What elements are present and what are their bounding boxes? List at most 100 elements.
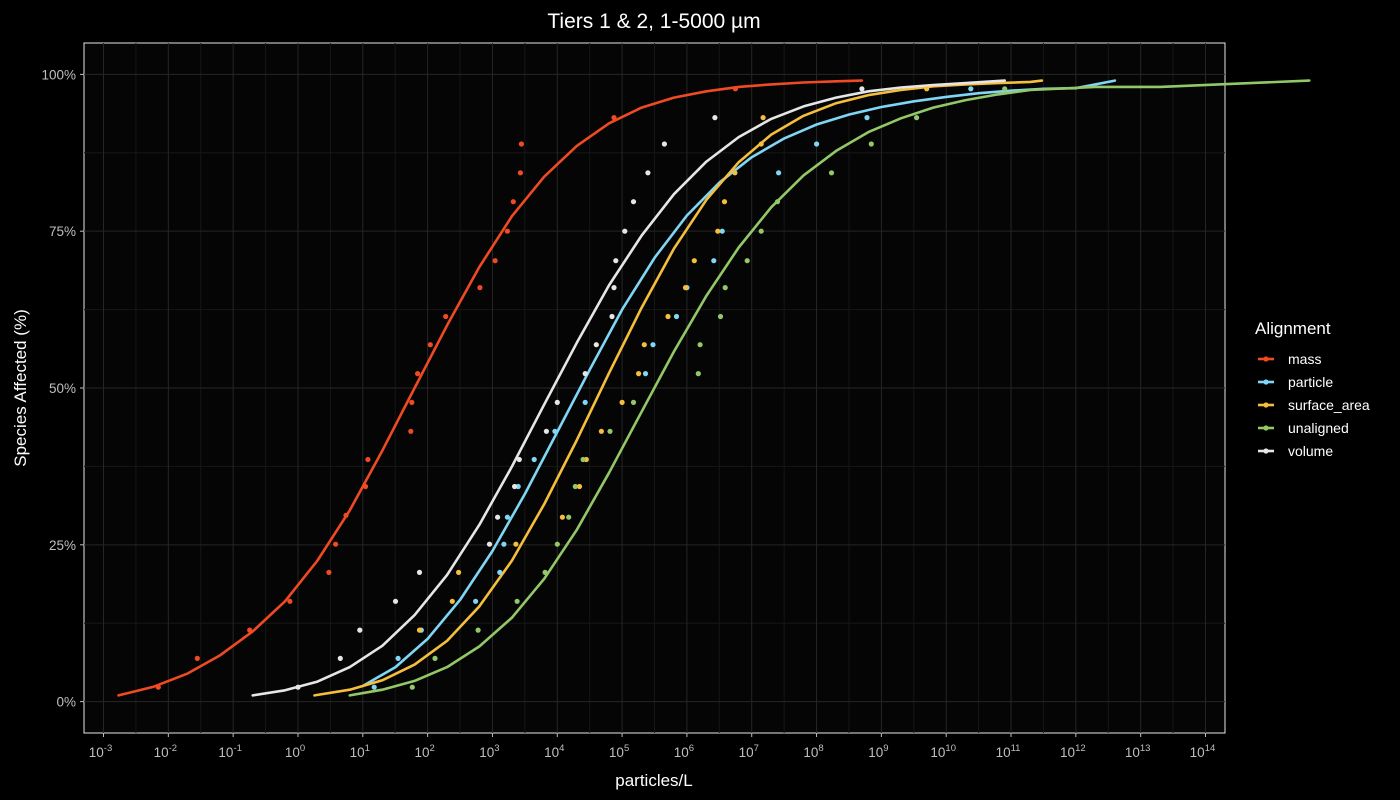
data-point-unaligned: [828, 170, 835, 176]
data-point-particle: [531, 456, 537, 463]
data-point-mass: [510, 199, 516, 205]
data-point-volume: [357, 627, 363, 633]
data-point-mass: [287, 598, 293, 604]
data-point-mass: [477, 285, 483, 291]
data-point-unaligned: [717, 313, 724, 320]
series-line-particle: [361, 79, 1117, 688]
data-point-mass: [409, 399, 415, 405]
legend-label: volume: [1288, 443, 1333, 459]
x-tick-label: 100: [285, 743, 305, 760]
data-point-mass: [504, 228, 510, 234]
x-tick-label: 101: [350, 743, 370, 760]
data-point-surface_area: [636, 371, 642, 377]
data-point-unaligned: [475, 627, 481, 633]
data-point-mass: [155, 684, 161, 690]
x-axis: 10-3 10-2 10-1 100 101 102 103 104 105 106 107 108 1…: [89, 733, 1215, 760]
data-point-particle: [673, 313, 680, 320]
legend-item-surface_area: surface_area: [1258, 397, 1370, 413]
data-point-unaligned: [1002, 86, 1008, 92]
x-tick-label: 103: [479, 743, 499, 760]
series-line-volume: [251, 79, 1006, 697]
data-point-particle: [776, 170, 782, 176]
series-points-particle: [371, 86, 974, 690]
data-point-mass: [333, 541, 339, 547]
data-point-mass: [343, 512, 349, 518]
legend-label: surface_area: [1288, 397, 1370, 413]
y-tick-label: 75%: [49, 224, 76, 239]
legend-key-point: [1263, 379, 1269, 385]
data-point-unaligned: [580, 456, 586, 463]
legend-key-point: [1263, 448, 1269, 454]
series-layer: [117, 79, 1311, 697]
chart-title: Tiers 1 & 2, 1-5000 µm: [547, 10, 760, 33]
data-point-mass: [247, 627, 253, 633]
data-point-particle: [395, 655, 401, 662]
data-point-surface_area: [760, 115, 766, 121]
data-point-mass: [517, 170, 524, 176]
data-point-unaligned: [554, 541, 560, 547]
data-point-particle: [814, 141, 820, 147]
data-point-mass: [365, 456, 371, 463]
data-point-surface_area: [721, 199, 728, 205]
data-point-particle: [711, 258, 717, 264]
legend-item-particle: particle: [1258, 374, 1333, 390]
y-tick-label: 50%: [49, 381, 76, 396]
data-point-particle: [552, 428, 558, 434]
legend-label: unaligned: [1288, 420, 1349, 436]
data-point-mass: [443, 313, 449, 320]
x-tick-label: 10-2: [154, 743, 177, 760]
series-points-volume: [295, 86, 865, 690]
x-tick-label: 109: [868, 743, 888, 760]
data-point-particle: [642, 371, 649, 377]
data-point-particle: [968, 86, 974, 92]
data-point-mass: [732, 86, 739, 92]
data-point-unaligned: [774, 199, 781, 205]
x-axis-title: particles/L: [615, 771, 692, 790]
data-point-unaligned: [744, 258, 750, 264]
data-point-volume: [712, 115, 718, 121]
series-points-mass: [155, 86, 739, 690]
data-point-mass: [427, 342, 433, 348]
data-point-mass: [408, 428, 414, 434]
data-point-surface_area: [576, 483, 583, 490]
data-point-unaligned: [572, 483, 578, 490]
legend-label: particle: [1288, 374, 1333, 390]
data-point-mass: [518, 141, 525, 147]
data-point-surface_area: [619, 399, 625, 405]
legend-item-mass: mass: [1258, 351, 1321, 367]
x-tick-label: 102: [414, 743, 434, 760]
data-point-mass: [194, 655, 200, 662]
data-point-particle: [864, 115, 870, 121]
data-point-unaligned: [514, 598, 520, 604]
y-tick-label: 0%: [56, 695, 76, 710]
data-point-surface_area: [665, 313, 671, 320]
data-point-surface_area: [559, 514, 566, 520]
data-point-surface_area: [416, 627, 423, 633]
data-point-mass: [415, 371, 421, 377]
data-point-particle: [650, 342, 656, 348]
data-point-surface_area: [732, 170, 738, 176]
data-point-unaligned: [542, 569, 548, 576]
data-point-particle: [473, 598, 479, 604]
legend-label: mass: [1288, 351, 1321, 367]
data-point-volume: [495, 514, 501, 520]
data-point-unaligned: [758, 228, 764, 234]
data-point-volume: [613, 258, 619, 264]
y-axis-title: Species Affected (%): [11, 309, 30, 467]
data-point-surface_area: [513, 541, 519, 547]
data-point-volume: [622, 228, 628, 234]
data-point-volume: [593, 342, 599, 348]
grid-lines: [84, 43, 1225, 733]
y-tick-label: 25%: [49, 538, 76, 553]
x-tick-label: 107: [739, 743, 759, 760]
data-point-volume: [516, 456, 522, 463]
legend-key-point: [1263, 356, 1269, 362]
data-point-surface_area: [682, 285, 689, 291]
series-volume: [251, 79, 1006, 697]
data-point-volume: [554, 399, 560, 405]
x-tick-label: 10-3: [89, 743, 112, 760]
data-point-particle: [582, 399, 588, 405]
data-point-volume: [416, 569, 423, 576]
data-point-volume: [661, 141, 668, 147]
data-point-unaligned: [722, 285, 728, 291]
